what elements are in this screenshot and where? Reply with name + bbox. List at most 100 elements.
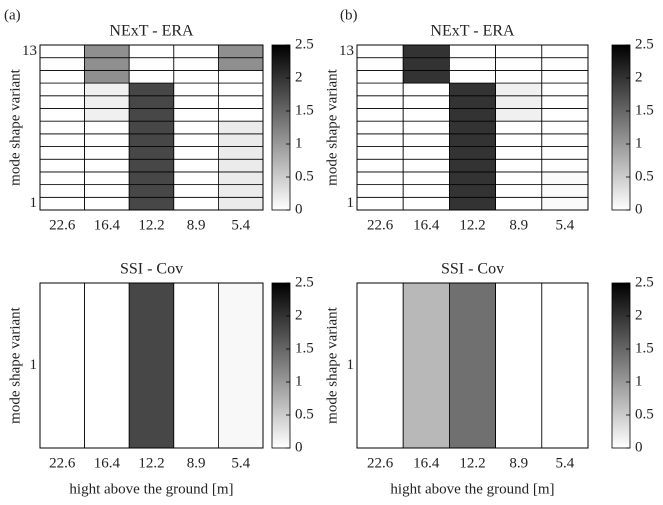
heatmap-cell: [356, 95, 404, 109]
heatmap-cell: [128, 146, 175, 160]
heatmap-cell: [173, 158, 219, 173]
y-tick-label: 1: [30, 195, 38, 211]
heatmap-cell: [448, 196, 496, 211]
heatmap-cell: [39, 57, 85, 71]
colorbar-tick-label: 1.5: [635, 102, 654, 118]
x-tick-label: 12.2: [138, 217, 164, 233]
heatmap-cell: [173, 44, 219, 59]
heatmap-cell: [84, 184, 130, 198]
colorbar-tick-label: 2: [295, 307, 303, 323]
heatmap-cell: [217, 57, 264, 71]
heatmap-cell: [217, 133, 264, 147]
heatmap-cell: [39, 95, 85, 109]
heatmap-cell: [402, 133, 450, 147]
heatmap-cell: [541, 171, 589, 186]
heatmap-cell: [402, 57, 450, 71]
heatmap-cell: [448, 120, 496, 135]
heatmap-cell: [84, 196, 130, 211]
chart-title: NExT - ERA: [430, 23, 515, 40]
colorbar-tick-label: 1: [295, 373, 303, 389]
heatmap-cell: [356, 184, 404, 198]
heatmap-cell: [39, 184, 85, 198]
heatmap-cell: [402, 69, 450, 84]
heatmap-cell: [84, 171, 130, 186]
heatmap-cell: [173, 108, 219, 122]
y-tick-label: 13: [339, 43, 354, 59]
colorbar-tick-label: 0: [635, 201, 643, 217]
heatmap-cell: [39, 133, 85, 147]
colorbar-tick-label: 2.5: [295, 274, 314, 290]
heatmap-cell: [128, 282, 175, 449]
x-tick-label: 22.6: [367, 455, 394, 471]
y-tick-label: 1: [30, 357, 38, 373]
colorbar-tick-label: 0.5: [295, 406, 314, 422]
x-tick-label: 22.6: [49, 217, 76, 233]
heatmap-cell: [217, 171, 264, 186]
heatmap-cell: [173, 120, 219, 135]
colorbar-tick-label: 0: [295, 201, 303, 217]
heatmap-cell: [541, 184, 589, 198]
heatmap-cell: [128, 196, 175, 211]
heatmap-cell: [173, 95, 219, 109]
colorbar-tick-label: 0.5: [635, 168, 654, 184]
heatmap-cell: [495, 57, 543, 71]
plot-frame: [39, 282, 264, 449]
heatmap-cell: [39, 69, 85, 84]
heatmap-cell: [448, 108, 496, 122]
y-tick-label: 1: [347, 195, 355, 211]
heatmap-cell: [448, 171, 496, 186]
heatmap-cell: [495, 108, 543, 122]
colorbar-tick-label: 1.5: [295, 340, 314, 356]
x-tick-label: 12.2: [459, 455, 485, 471]
y-tick-label: 13: [22, 43, 37, 59]
heatmap-cell: [128, 95, 175, 109]
heatmap-cell: [356, 158, 404, 173]
x-tick-label: 16.4: [94, 455, 121, 471]
heatmap-cell: [217, 282, 264, 449]
heatmap-cell: [84, 120, 130, 135]
plot-frame: [39, 44, 264, 211]
y-axis-label: mode shape variant: [7, 68, 23, 185]
heatmap-cell: [541, 44, 589, 59]
heatmap-cell: [541, 133, 589, 147]
heatmap-cell: [39, 146, 85, 160]
colorbar-tick-label: 1.5: [295, 102, 314, 118]
heatmap-cell: [173, 196, 219, 211]
colorbar-tick-label: 1.5: [635, 340, 654, 356]
heatmap-cell: [128, 57, 175, 71]
heatmap-cell: [448, 44, 496, 59]
heatmap-cell: [217, 184, 264, 198]
heatmap-cell: [356, 108, 404, 122]
heatmap-cell: [402, 95, 450, 109]
heatmap-cell: [448, 184, 496, 198]
heatmap-cell: [39, 108, 85, 122]
heatmap-cell: [39, 171, 85, 186]
heatmap-cell: [402, 120, 450, 135]
colorbar-tick-label: 2: [635, 307, 643, 323]
heatmap-cell: [39, 82, 85, 97]
heatmap-cell: [128, 184, 175, 198]
heatmap-cell: [448, 69, 496, 84]
heatmap-cell: [356, 196, 404, 211]
heatmap-cell: [84, 282, 130, 449]
x-tick-label: 5.4: [231, 455, 250, 471]
x-tick-label: 5.4: [556, 217, 575, 233]
heatmap-cell: [402, 184, 450, 198]
heatmap-cell: [173, 282, 219, 449]
heatmap-cell: [173, 69, 219, 84]
colorbar-tick-label: 0.5: [295, 168, 314, 184]
colorbar: [271, 44, 291, 211]
x-tick-label: 16.4: [413, 455, 440, 471]
heatmap-cell: [495, 95, 543, 109]
heatmap-cell: [541, 57, 589, 71]
heatmap-cell: [128, 171, 175, 186]
heatmap-cell: [495, 282, 543, 449]
colorbar-tick-label: 1: [635, 373, 643, 389]
heatmap-cell: [448, 158, 496, 173]
colorbar-tick-label: 2: [295, 69, 303, 85]
heatmap-cell: [448, 95, 496, 109]
heatmap-cell: [541, 158, 589, 173]
y-axis-label: mode shape variant: [324, 68, 340, 185]
heatmap-cell: [84, 82, 130, 97]
